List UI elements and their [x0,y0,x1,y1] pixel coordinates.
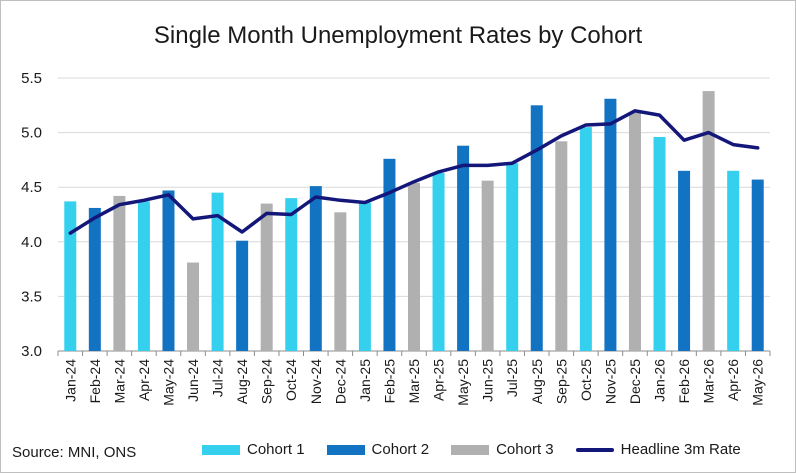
x-tick-label: Mar-24 [111,359,127,404]
x-tick-label: Apr-26 [725,359,741,401]
bar-mar-24 [113,195,126,351]
legend-item-headline: Headline 3m Rate [575,441,741,458]
x-tick-label: Dec-25 [627,359,643,404]
x-tick-label: Aug-25 [529,359,545,404]
bar-dec-24 [334,212,347,351]
x-tick-label: Feb-24 [87,359,103,404]
headline-3m-rate-line [68,109,760,235]
bar-aug-25 [530,105,543,351]
bar-may-25 [457,145,470,351]
bar-jan-24 [64,201,77,351]
x-tick-label: May-26 [750,359,766,406]
bar-oct-24 [285,198,298,351]
y-tick-label: 3.5 [21,288,42,305]
y-tick-label: 5.5 [21,70,42,87]
bar-jun-24 [187,262,200,351]
bar-oct-25 [579,127,592,351]
bar-dec-25 [628,112,641,351]
legend-label-cohort-1: Cohort 1 [247,441,305,458]
bar-may-24 [162,190,175,351]
bar-feb-24 [88,207,101,351]
legend-label-cohort-2: Cohort 2 [371,441,430,458]
bar-jun-25 [481,180,494,351]
bar-jul-25 [506,163,519,351]
bar-sep-25 [555,141,568,351]
x-tick-label: Feb-25 [381,359,397,404]
bar-feb-26 [678,170,691,351]
bar-mar-25 [408,182,420,351]
x-tick-label: Mar-26 [701,359,717,404]
x-tick-label: Dec-24 [332,359,348,404]
x-tick-label: Oct-25 [578,359,594,401]
x-tick-label: Jul-24 [210,359,226,397]
legend-swatch-cohort-3 [451,444,490,455]
x-tick-label: Aug-24 [234,359,250,404]
y-tick-label: 4.0 [21,234,42,251]
chart-legend: Cohort 1 Cohort 2 Cohort 3 Headline 3m R… [202,441,763,458]
x-tick-label: Feb-26 [676,359,692,404]
bar-mar-26 [702,91,715,351]
x-tick-label: Nov-24 [308,359,324,404]
legend-label-cohort-3: Cohort 3 [496,441,554,458]
x-tick-label: Jan-26 [652,359,668,402]
legend-swatch-cohort-2 [326,444,365,455]
bar-jan-26 [653,136,666,351]
y-tick-label: 3.0 [21,343,42,360]
bar-feb-25 [383,158,396,351]
x-tick-label: Jul-25 [504,359,520,397]
x-tick-label: Jan-25 [357,359,373,402]
bar-apr-26 [727,170,740,351]
y-tick-label: 4.5 [21,179,42,196]
bar-jan-25 [358,202,371,351]
bar-nov-25 [604,98,617,351]
x-tick-label: Mar-25 [406,359,422,404]
x-tick-label: May-24 [160,359,176,406]
x-tick-label: Oct-24 [283,359,299,401]
bar-aug-24 [236,240,249,351]
x-tick-label: Apr-24 [136,359,152,401]
bar-may-26 [751,179,764,351]
legend-item-cohort-3: Cohort 3 [451,441,554,458]
legend-item-cohort-1: Cohort 1 [202,441,305,458]
chart-title: Single Month Unemployment Rates by Cohor… [153,22,643,49]
x-tick-label: Jan-24 [62,359,78,402]
x-tick-label: Jun-24 [185,359,201,402]
x-tick-label: Nov-25 [602,359,618,404]
x-tick-label: May-25 [455,359,471,406]
chart-source: Source: MNI, ONS [12,444,137,461]
bar-jul-24 [211,192,224,351]
x-tick-label: Sep-25 [553,359,569,404]
bar-nov-24 [309,186,322,351]
x-tick-label: Apr-25 [431,359,447,401]
y-tick-label: 5.0 [21,125,42,142]
legend-swatch-headline [575,447,614,452]
bar-apr-25 [432,173,445,351]
legend-swatch-cohort-1 [202,444,240,455]
legend-item-cohort-2: Cohort 2 [326,441,430,458]
legend-label-headline: Headline 3m Rate [620,441,741,458]
bar-apr-24 [137,201,150,351]
x-tick-label: Jun-25 [480,359,496,402]
x-tick-label: Sep-24 [259,359,275,404]
bar-sep-24 [260,203,273,351]
